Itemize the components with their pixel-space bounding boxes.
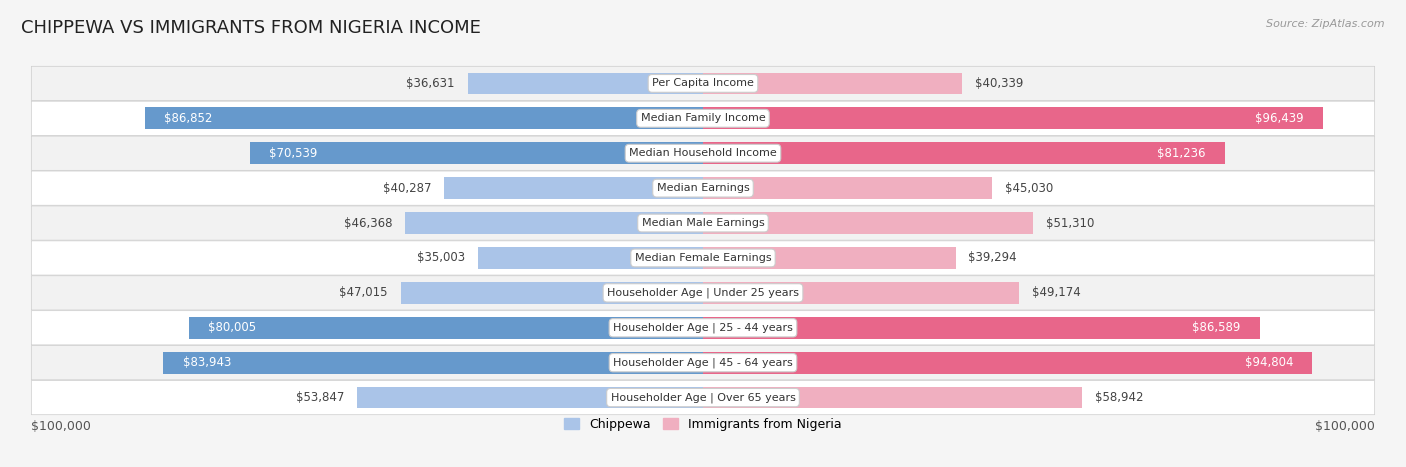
Text: $96,439: $96,439	[1256, 112, 1303, 125]
Text: $46,368: $46,368	[343, 217, 392, 230]
Text: $70,539: $70,539	[269, 147, 318, 160]
Text: Householder Age | Over 65 years: Householder Age | Over 65 years	[610, 392, 796, 403]
Text: Median Earnings: Median Earnings	[657, 183, 749, 193]
Text: Householder Age | Under 25 years: Householder Age | Under 25 years	[607, 288, 799, 298]
Bar	[703, 317, 1260, 339]
Text: CHIPPEWA VS IMMIGRANTS FROM NIGERIA INCOME: CHIPPEWA VS IMMIGRANTS FROM NIGERIA INCO…	[21, 19, 481, 37]
FancyBboxPatch shape	[31, 66, 1375, 100]
Text: $81,236: $81,236	[1157, 147, 1206, 160]
Bar	[250, 142, 703, 164]
Text: Median Male Earnings: Median Male Earnings	[641, 218, 765, 228]
Bar	[703, 177, 993, 199]
Text: $40,339: $40,339	[976, 77, 1024, 90]
Text: $86,589: $86,589	[1192, 321, 1240, 334]
Text: $35,003: $35,003	[418, 251, 465, 264]
Text: $94,804: $94,804	[1244, 356, 1294, 369]
Text: $58,942: $58,942	[1095, 391, 1143, 404]
Text: $40,287: $40,287	[382, 182, 432, 195]
Text: $86,852: $86,852	[165, 112, 212, 125]
FancyBboxPatch shape	[31, 311, 1375, 345]
FancyBboxPatch shape	[31, 346, 1375, 380]
FancyBboxPatch shape	[31, 136, 1375, 170]
Bar	[703, 72, 962, 94]
Bar	[703, 387, 1081, 409]
Text: $49,174: $49,174	[1032, 286, 1081, 299]
Bar	[401, 282, 703, 304]
FancyBboxPatch shape	[31, 101, 1375, 135]
Bar	[703, 282, 1019, 304]
FancyBboxPatch shape	[31, 206, 1375, 240]
Legend: Chippewa, Immigrants from Nigeria: Chippewa, Immigrants from Nigeria	[560, 413, 846, 436]
Text: $39,294: $39,294	[969, 251, 1017, 264]
Bar	[145, 107, 703, 129]
Bar	[444, 177, 703, 199]
Bar	[405, 212, 703, 234]
Bar	[703, 142, 1225, 164]
Bar	[478, 247, 703, 269]
Text: $83,943: $83,943	[183, 356, 231, 369]
Text: Householder Age | 45 - 64 years: Householder Age | 45 - 64 years	[613, 357, 793, 368]
Text: Median Family Income: Median Family Income	[641, 113, 765, 123]
Text: Source: ZipAtlas.com: Source: ZipAtlas.com	[1267, 19, 1385, 28]
Text: $45,030: $45,030	[1005, 182, 1053, 195]
Bar	[357, 387, 703, 409]
Text: Householder Age | 25 - 44 years: Householder Age | 25 - 44 years	[613, 323, 793, 333]
Text: Median Household Income: Median Household Income	[628, 148, 778, 158]
Text: $80,005: $80,005	[208, 321, 256, 334]
Bar	[703, 107, 1323, 129]
Bar	[188, 317, 703, 339]
Text: Per Capita Income: Per Capita Income	[652, 78, 754, 88]
Text: $36,631: $36,631	[406, 77, 454, 90]
Bar	[703, 352, 1312, 374]
FancyBboxPatch shape	[31, 276, 1375, 310]
Text: $51,310: $51,310	[1046, 217, 1094, 230]
FancyBboxPatch shape	[31, 241, 1375, 275]
Text: Median Female Earnings: Median Female Earnings	[634, 253, 772, 263]
Text: $100,000: $100,000	[31, 420, 91, 433]
Text: $47,015: $47,015	[339, 286, 388, 299]
Text: $53,847: $53,847	[295, 391, 344, 404]
Bar	[163, 352, 703, 374]
Text: $100,000: $100,000	[1315, 420, 1375, 433]
Bar	[703, 212, 1033, 234]
FancyBboxPatch shape	[31, 171, 1375, 205]
Bar	[703, 247, 956, 269]
Bar	[468, 72, 703, 94]
FancyBboxPatch shape	[31, 381, 1375, 415]
